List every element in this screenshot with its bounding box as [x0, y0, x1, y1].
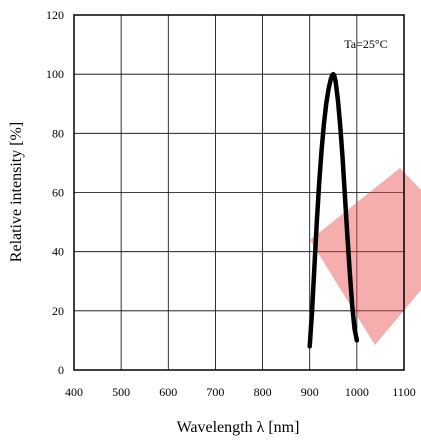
x-tick-label: 1000	[345, 385, 369, 399]
temperature-annotation: Ta=25°C	[344, 37, 387, 51]
y-axis-label: Relative intensity [%]	[8, 122, 25, 262]
watermark-shape	[310, 168, 421, 345]
x-axis-label: Wavelength λ [nm]	[177, 419, 300, 436]
y-tick-label: 20	[52, 304, 64, 318]
x-tick-label: 900	[301, 385, 319, 399]
y-tick-label: 120	[46, 8, 64, 22]
x-tick-label: 600	[159, 385, 177, 399]
x-tick-label: 1100	[392, 385, 416, 399]
x-tick-labels: 400 500 600 700 800 900 1000 1100	[65, 385, 416, 399]
x-tick-label: 700	[206, 385, 224, 399]
y-tick-label: 80	[52, 126, 64, 140]
y-tick-labels: 0 20 40 60 80 100 120	[46, 8, 64, 377]
y-tick-label: 0	[58, 363, 64, 377]
y-tick-label: 40	[52, 245, 64, 259]
series-layer	[307, 71, 360, 349]
x-tick-label: 400	[65, 385, 83, 399]
series-line	[307, 71, 360, 349]
x-tick-label: 800	[254, 385, 272, 399]
y-tick-label: 100	[46, 67, 64, 81]
y-tick-label: 60	[52, 186, 64, 200]
plot-frame	[73, 14, 405, 371]
grid	[73, 14, 405, 371]
x-tick-label: 500	[112, 385, 130, 399]
